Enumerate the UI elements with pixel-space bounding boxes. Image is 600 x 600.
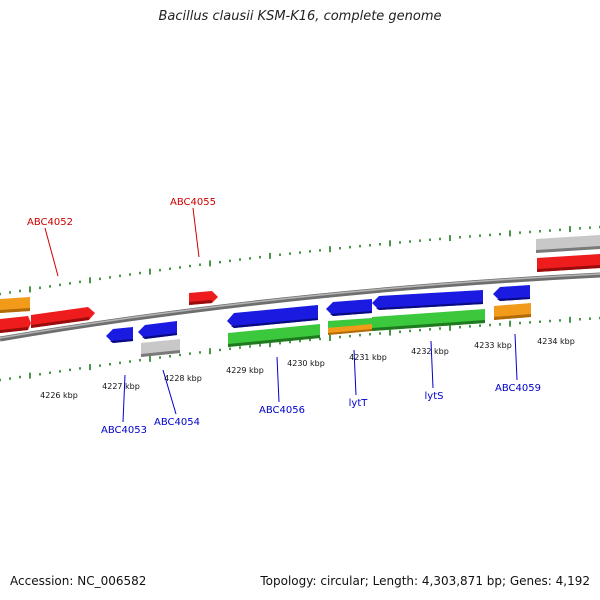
kbp-label: 4227 kbp bbox=[102, 382, 140, 391]
kbp-label: 4233 kbp bbox=[474, 341, 512, 350]
genome-backbone-highlight bbox=[0, 273, 600, 339]
kbp-label: 4229 kbp bbox=[226, 366, 264, 375]
gene-green-lyts[interactable] bbox=[372, 309, 485, 331]
leader-abc4052 bbox=[44, 227, 59, 277]
gene-blue-abc4059[interactable] bbox=[493, 285, 530, 301]
kbp-label: 4230 kbp bbox=[287, 359, 325, 368]
gene-blue-abc4059-shade bbox=[497, 297, 530, 301]
gene-green-abc4056[interactable] bbox=[228, 324, 320, 347]
gene-blue-abc4054-shade bbox=[142, 333, 177, 339]
gene-orange-left-shade bbox=[0, 308, 30, 313]
kbp-label: 4234 kbp bbox=[537, 337, 575, 346]
gene-labels: ABC4052 ABC4055 ABC4053 ABC4054 ABC4056 … bbox=[27, 197, 541, 436]
gene-label-lyts[interactable]: lytS bbox=[425, 391, 444, 402]
leader-lyts bbox=[430, 340, 434, 389]
leader-abc4059 bbox=[514, 333, 518, 381]
label-leader-lines bbox=[44, 207, 518, 423]
gene-orange-lytt-shade bbox=[328, 329, 372, 335]
leader-lytt bbox=[353, 349, 357, 396]
gene-green-abc4056-shade bbox=[228, 335, 320, 347]
gene-features bbox=[0, 235, 600, 357]
gene-label-abc4052[interactable]: ABC4052 bbox=[27, 217, 73, 228]
gene-label-abc4055[interactable]: ABC4055 bbox=[170, 197, 216, 208]
leader-abc4056 bbox=[276, 356, 280, 403]
kbp-label: 4226 kbp bbox=[40, 391, 78, 400]
gene-label-abc4054[interactable]: ABC4054 bbox=[154, 417, 200, 428]
leader-abc4055 bbox=[192, 207, 200, 258]
gene-blue-abc4053-shade bbox=[110, 339, 133, 343]
gene-label-abc4053[interactable]: ABC4053 bbox=[101, 425, 147, 436]
gene-label-lytt[interactable]: lytT bbox=[349, 398, 369, 409]
genome-backbone bbox=[0, 272, 600, 342]
gene-blue-lyts-shade bbox=[376, 302, 483, 310]
genome-summary-text: Topology: circular; Length: 4,303,871 bp… bbox=[260, 574, 590, 588]
leader-abc4053 bbox=[122, 374, 126, 423]
gene-red-left-a-shade bbox=[0, 327, 28, 333]
gene-green-lyts-shade bbox=[372, 320, 485, 331]
gene-blue-lytt[interactable] bbox=[326, 299, 372, 316]
accession-text: Accession: NC_006582 bbox=[10, 574, 147, 588]
kbp-scale-labels: 4226 kbp 4227 kbp 4228 kbp 4229 kbp 4230… bbox=[40, 337, 575, 400]
gene-blue-abc4053[interactable] bbox=[106, 327, 133, 343]
gene-red-abc4055-shade bbox=[189, 300, 212, 305]
lower-scale-ticks bbox=[0, 316, 600, 382]
map-title: Bacillus clausii KSM-K16, complete genom… bbox=[158, 9, 442, 24]
gene-label-abc4059[interactable]: ABC4059 bbox=[495, 383, 541, 394]
gene-orange-abc4059-shade bbox=[494, 314, 531, 320]
gene-blue-lytt-shade bbox=[330, 311, 372, 316]
gene-label-abc4056[interactable]: ABC4056 bbox=[259, 405, 305, 416]
gene-blue-abc4056[interactable] bbox=[227, 305, 318, 328]
gene-grey-right-shade bbox=[536, 246, 600, 253]
leader-abc4054 bbox=[162, 369, 177, 415]
kbp-label: 4232 kbp bbox=[411, 347, 449, 356]
gene-blue-abc4056-shade bbox=[231, 318, 318, 328]
gene-red-abc4052-shade bbox=[31, 317, 89, 328]
gene-grey-abc4054-shade bbox=[141, 350, 180, 357]
kbp-label: 4231 kbp bbox=[349, 353, 387, 362]
gene-red-abc4052[interactable] bbox=[31, 307, 95, 328]
upper-scale-ticks bbox=[0, 225, 600, 296]
kbp-label: 4228 kbp bbox=[164, 374, 202, 383]
gene-red-right-shade bbox=[537, 265, 600, 272]
